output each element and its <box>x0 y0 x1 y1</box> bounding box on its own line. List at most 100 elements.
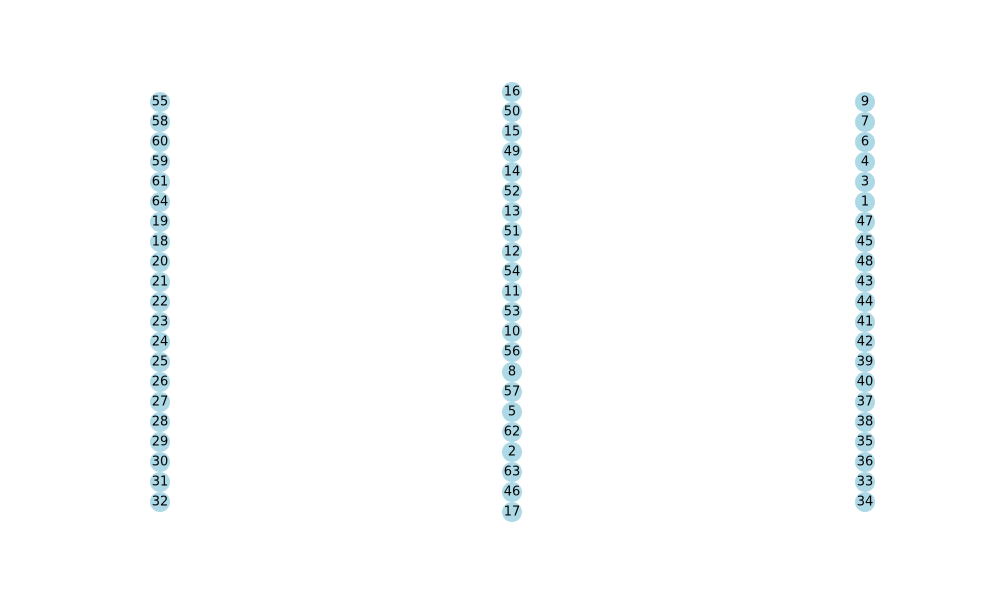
graph-node: 24 <box>150 332 170 352</box>
graph-node: 1 <box>855 192 875 212</box>
node-label: 35 <box>857 435 874 450</box>
graph-node: 11 <box>502 282 522 302</box>
graph-node: 12 <box>502 242 522 262</box>
node-label: 22 <box>152 295 169 310</box>
node-circle <box>502 442 522 462</box>
graph-node: 48 <box>855 252 875 272</box>
graph-node: 21 <box>150 272 170 292</box>
node-label: 37 <box>857 395 874 410</box>
node-label: 58 <box>152 115 169 130</box>
node-label: 18 <box>152 235 169 250</box>
node-label: 27 <box>152 395 169 410</box>
graph-node: 57 <box>502 382 522 402</box>
graph-node: 64 <box>150 192 170 212</box>
graph-node: 63 <box>502 462 522 482</box>
node-circle <box>502 262 522 282</box>
node-label: 1 <box>861 195 869 210</box>
graph-node: 49 <box>502 142 522 162</box>
node-circle <box>150 492 170 512</box>
node-circle <box>150 292 170 312</box>
node-label: 13 <box>504 205 521 220</box>
graph-node: 60 <box>150 132 170 152</box>
graph-node: 50 <box>502 102 522 122</box>
node-label: 46 <box>504 485 521 500</box>
graph-node: 20 <box>150 252 170 272</box>
node-label: 14 <box>504 165 521 180</box>
graph-node: 18 <box>150 232 170 252</box>
node-circle <box>502 502 522 522</box>
node-circle <box>855 412 875 432</box>
node-label: 41 <box>857 315 874 330</box>
node-circle <box>855 352 875 372</box>
node-circle <box>502 242 522 262</box>
graph-node: 52 <box>502 182 522 202</box>
node-circle <box>502 82 522 102</box>
graph-node: 39 <box>855 352 875 372</box>
node-circle <box>855 252 875 272</box>
graph-node: 35 <box>855 432 875 452</box>
graph-node: 14 <box>502 162 522 182</box>
node-circle <box>150 172 170 192</box>
node-circle <box>855 172 875 192</box>
graph-node: 3 <box>855 172 875 192</box>
graph-node: 22 <box>150 292 170 312</box>
node-circle <box>502 362 522 382</box>
graph-node: 61 <box>150 172 170 192</box>
node-circle <box>150 352 170 372</box>
graph-node: 45 <box>855 232 875 252</box>
node-label: 56 <box>504 345 521 360</box>
node-circle <box>502 282 522 302</box>
node-label: 44 <box>857 295 874 310</box>
node-circle <box>502 342 522 362</box>
node-circle <box>502 222 522 242</box>
node-circle <box>502 142 522 162</box>
node-label: 7 <box>861 115 869 130</box>
graph-node: 26 <box>150 372 170 392</box>
graph-node: 58 <box>150 112 170 132</box>
node-label: 16 <box>504 85 521 100</box>
node-label: 62 <box>504 425 521 440</box>
node-label: 40 <box>857 375 874 390</box>
graph-node: 43 <box>855 272 875 292</box>
node-circle <box>855 192 875 212</box>
node-circle <box>150 432 170 452</box>
node-circle <box>855 432 875 452</box>
node-circle <box>502 102 522 122</box>
graph-node: 6 <box>855 132 875 152</box>
node-circle <box>150 212 170 232</box>
graph-node: 13 <box>502 202 522 222</box>
graph-node: 15 <box>502 122 522 142</box>
graph-node: 25 <box>150 352 170 372</box>
node-label: 47 <box>857 215 874 230</box>
node-circle <box>150 412 170 432</box>
graph-node: 30 <box>150 452 170 472</box>
graph-node: 53 <box>502 302 522 322</box>
node-label: 60 <box>152 135 169 150</box>
graph-node: 27 <box>150 392 170 412</box>
node-label: 28 <box>152 415 169 430</box>
graph-node: 37 <box>855 392 875 412</box>
node-circle <box>502 422 522 442</box>
node-circle <box>150 472 170 492</box>
node-label: 29 <box>152 435 169 450</box>
node-circle <box>150 92 170 112</box>
node-circle <box>502 462 522 482</box>
node-circle <box>150 152 170 172</box>
node-circle <box>502 182 522 202</box>
node-circle <box>855 152 875 172</box>
node-label: 34 <box>857 495 874 510</box>
node-label: 49 <box>504 145 521 160</box>
node-label: 26 <box>152 375 169 390</box>
graph-node: 2 <box>502 442 522 462</box>
node-circle <box>150 112 170 132</box>
node-label: 39 <box>857 355 874 370</box>
node-label: 43 <box>857 275 874 290</box>
node-label: 15 <box>504 125 521 140</box>
graph-node: 47 <box>855 212 875 232</box>
node-label: 55 <box>152 95 169 110</box>
node-label: 53 <box>504 305 521 320</box>
graph-node: 10 <box>502 322 522 342</box>
graph-node: 19 <box>150 212 170 232</box>
node-label: 12 <box>504 245 521 260</box>
node-circle <box>150 312 170 332</box>
